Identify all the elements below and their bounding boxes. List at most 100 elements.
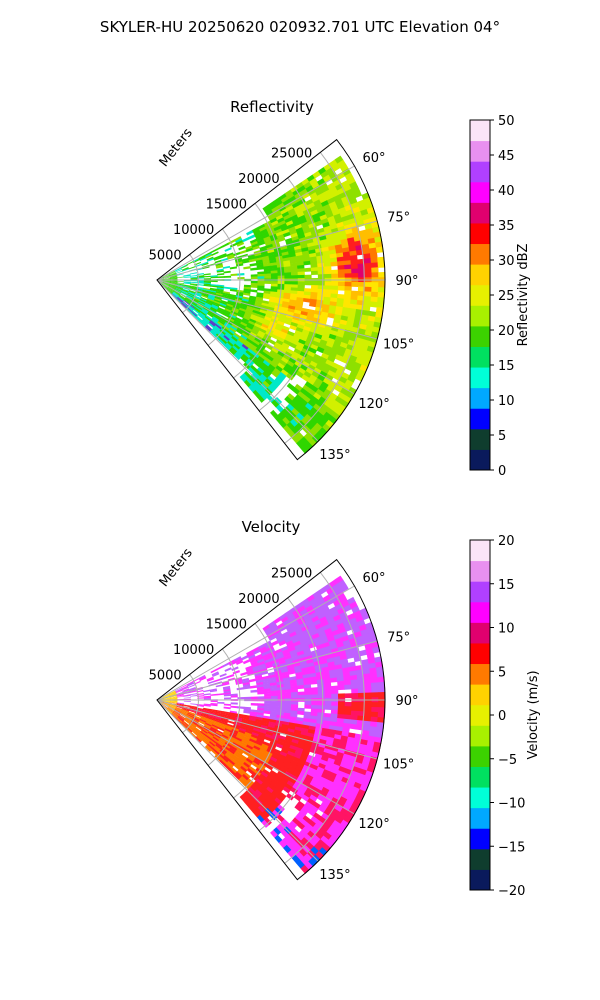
radar-cell <box>239 249 248 255</box>
radar-cell <box>364 706 372 713</box>
radar-cell <box>238 307 247 313</box>
radar-cell <box>361 729 370 737</box>
radar-cell <box>163 694 170 698</box>
radar-cell <box>169 285 176 289</box>
radar-cell <box>193 307 201 314</box>
radar-cell <box>215 712 223 716</box>
radar-cell <box>176 297 183 303</box>
radar-cell <box>307 350 316 358</box>
radar-cell <box>257 696 265 700</box>
radar-cell <box>261 300 270 305</box>
radar-cell <box>205 254 213 259</box>
radar-cell <box>303 615 312 623</box>
radar-cell <box>264 238 272 244</box>
radar-cell <box>297 787 307 795</box>
radar-cell <box>257 273 265 277</box>
radar-cell <box>313 216 322 224</box>
radar-cell <box>220 299 228 304</box>
radar-cell <box>316 374 326 383</box>
radar-cell <box>274 414 283 424</box>
colorbar-tick-label: 10 <box>498 622 515 637</box>
radar-cell <box>269 349 278 357</box>
radar-cell <box>180 684 188 689</box>
radar-cell <box>201 294 209 299</box>
radar-cell <box>183 281 191 283</box>
radar-cell <box>205 302 213 308</box>
radar-cell <box>209 330 217 337</box>
range-ring <box>233 203 282 379</box>
radar-cell <box>166 708 173 714</box>
radar-cell <box>266 795 275 804</box>
radar-cell <box>257 660 266 666</box>
radar-cell <box>263 685 271 690</box>
radar-cell <box>290 634 299 641</box>
radar-cell <box>336 302 344 308</box>
radar-cell <box>283 680 291 685</box>
radar-cell <box>261 302 269 307</box>
radar-cell <box>200 715 208 720</box>
radar-cell <box>221 326 229 333</box>
radar-cell <box>257 314 266 320</box>
radar-cell <box>264 276 272 279</box>
radar-cell <box>199 719 206 725</box>
radar-cell <box>260 745 268 752</box>
radar-cell <box>241 332 249 339</box>
radar-cell <box>241 763 249 771</box>
radar-cell <box>293 333 302 340</box>
radar-cell <box>290 685 298 690</box>
radar-cell <box>326 617 336 625</box>
radar-cell <box>267 632 275 639</box>
radar-cell <box>263 708 272 712</box>
range-tick-label: 20000 <box>238 172 279 187</box>
radar-cell <box>295 195 305 203</box>
radar-cell <box>184 718 192 723</box>
radar-cell <box>236 769 245 777</box>
radar-cell <box>294 223 303 230</box>
radar-cell <box>182 688 190 692</box>
radar-cell <box>246 767 255 775</box>
radar-cell <box>197 733 205 740</box>
radar-cell <box>337 273 346 279</box>
radar-cell <box>209 307 217 313</box>
radar-cell <box>232 725 241 730</box>
radar-cell <box>296 631 305 638</box>
radar-cell <box>272 764 281 772</box>
radar-cell <box>169 691 176 695</box>
radar-cell <box>283 759 292 766</box>
radar-cell <box>317 612 326 620</box>
radar-cell <box>241 792 249 801</box>
radar-cell <box>191 311 198 317</box>
radar-cell <box>255 653 263 660</box>
radar-cell <box>246 377 254 386</box>
radar-cell <box>364 692 372 698</box>
radar-cell <box>263 710 271 715</box>
radar-cell <box>163 273 170 278</box>
radar-cell <box>315 329 324 337</box>
radar-cell <box>289 229 298 236</box>
radar-cell <box>271 790 280 798</box>
radar-cell <box>331 782 340 790</box>
radar-cell <box>215 711 224 715</box>
radar-cell <box>187 292 195 297</box>
radar-cell <box>257 285 265 289</box>
radar-cell <box>371 282 379 288</box>
radar-cell <box>280 225 289 232</box>
radar-cell <box>270 690 278 694</box>
radar-cell <box>262 380 271 389</box>
radar-cell <box>229 288 238 292</box>
radar-cell <box>374 656 383 664</box>
radar-cell <box>256 318 264 324</box>
radar-cell <box>277 656 286 663</box>
radar-cell <box>323 609 332 617</box>
radar-cell <box>182 288 190 292</box>
radar-cell <box>315 363 324 372</box>
radar-cell <box>285 834 294 843</box>
radar-cell <box>295 790 305 799</box>
range-tick-label: 5000 <box>149 248 182 263</box>
radar-cell <box>313 336 322 344</box>
radar-cell <box>194 307 202 313</box>
radar-cell <box>290 759 299 766</box>
radar-cell <box>291 275 299 279</box>
radar-cell <box>304 632 313 639</box>
radar-cell <box>267 805 275 813</box>
